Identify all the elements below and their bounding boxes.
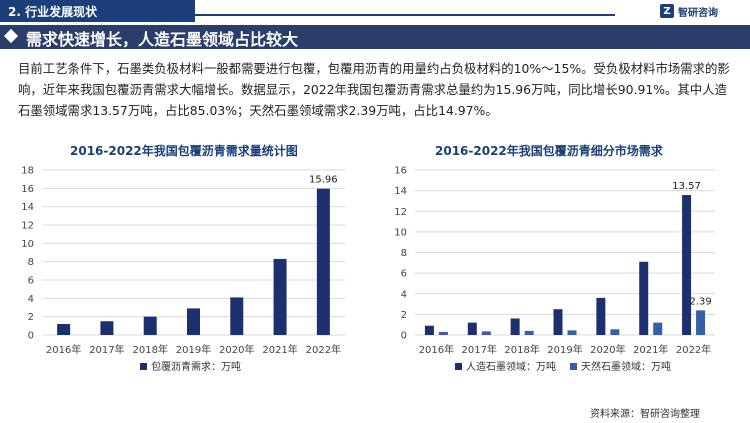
chart1-data-label: 15.96 xyxy=(309,175,338,186)
chart2-data-label: 13.57 xyxy=(672,181,701,192)
headline-banner: 需求快速增长，人造石墨领域占比较大 xyxy=(0,25,750,49)
chart1-ytick-label: 6 xyxy=(28,276,34,287)
chart2-ytick-label: 12 xyxy=(394,207,407,218)
chart2-bar xyxy=(596,297,606,335)
chart2-legend-label: 天然石墨领域：万吨 xyxy=(581,360,671,373)
chart1-bar xyxy=(187,308,200,335)
headline-text: 需求快速增长，人造石墨领域占比较大 xyxy=(26,30,299,49)
chart1-legend-label: 包覆沥青需求：万吨 xyxy=(151,360,241,373)
chart2-legend-label: 人造石墨领域：万吨 xyxy=(466,360,556,373)
section-header: 2. 行业发展现状 Z 智研咨询 xyxy=(0,0,750,22)
chart1-ytick-label: 10 xyxy=(21,239,34,250)
section-title: 2. 行业发展现状 xyxy=(8,5,98,19)
chart2-bar xyxy=(567,330,577,335)
chart2-xtick-label: 2021年 xyxy=(633,343,668,356)
chart2-xtick-label: 2019年 xyxy=(547,343,582,356)
chart2-bar xyxy=(438,331,448,335)
chart1-ytick-label: 8 xyxy=(28,257,34,268)
chart2-ytick-label: 8 xyxy=(401,248,407,259)
description-paragraph: 目前工艺条件下，石墨类负极材料一般都需要进行包覆，包覆用沥青的用量约占负极材料的… xyxy=(18,61,730,118)
chart1-title: 2016-2022年我国包覆沥青需求量统计图 xyxy=(70,144,298,158)
diamond-icon xyxy=(3,28,19,44)
chart2-bar xyxy=(610,329,620,335)
chart2-title: 2016-2022年我国包覆沥青细分市场需求 xyxy=(435,144,663,158)
chart1-xtick-label: 2018年 xyxy=(132,343,167,356)
chart2-bar xyxy=(553,309,563,335)
chart1-ytick-label: 0 xyxy=(28,331,34,342)
chart2-ytick-label: 16 xyxy=(394,166,407,177)
chart1-legend-swatch xyxy=(140,363,147,370)
chart2-ytick-label: 14 xyxy=(394,186,407,197)
chart2-legend-swatch xyxy=(455,363,462,370)
chart2-bar xyxy=(682,195,692,335)
chart1-xtick-label: 2017年 xyxy=(89,343,124,356)
chart2-bar xyxy=(639,261,649,335)
chart2-legend-swatch xyxy=(570,363,577,370)
chart1-xtick-label: 2021年 xyxy=(262,343,297,356)
chart1-ytick-label: 4 xyxy=(28,294,34,305)
chart1-ytick-label: 12 xyxy=(21,221,34,232)
chart2-bar xyxy=(424,325,434,335)
source-note: 资料来源：智研咨询整理 xyxy=(590,409,700,420)
chart1-bar xyxy=(57,324,71,335)
chart1-ytick-label: 14 xyxy=(21,202,34,213)
logo-text: 智研咨询 xyxy=(678,7,718,19)
chart2-xtick-label: 2022年 xyxy=(676,343,711,356)
chart2-bar xyxy=(481,331,491,335)
chart2-ytick-label: 10 xyxy=(394,227,407,238)
chart1-demand-total: 0 2 4 6 8 10 12 14 16 18 2016年 2017年 2018年 2019年 2020年… xyxy=(21,166,345,373)
chart2-ytick-label: 6 xyxy=(401,269,407,280)
chart2-data-label: 2.39 xyxy=(689,296,711,307)
chart2-bar xyxy=(524,330,534,335)
section-header-bar xyxy=(0,0,195,22)
chart1-bar xyxy=(230,297,244,335)
chart2-segment-demand: 0 2 4 6 8 10 12 14 16 2016年 2017年 2018年 2019年 2020年 20… xyxy=(394,166,715,373)
chart2-ytick-label: 2 xyxy=(401,310,407,321)
header-divider xyxy=(195,14,615,16)
chart2-xtick-label: 2018年 xyxy=(504,343,539,356)
chart2-ytick-label: 0 xyxy=(401,331,407,342)
chart2-bar xyxy=(653,322,663,335)
brand-logo: Z 智研咨询 xyxy=(660,3,718,19)
chart1-ytick-label: 2 xyxy=(28,312,34,323)
chart2-xtick-label: 2020年 xyxy=(590,343,625,356)
chart2-bar xyxy=(510,318,520,335)
chart2-bar xyxy=(696,310,706,335)
chart1-xtick-label: 2019年 xyxy=(176,343,211,356)
chart1-bar xyxy=(273,258,287,335)
chart1-bar xyxy=(143,316,157,335)
chart2-xtick-label: 2017年 xyxy=(462,343,497,356)
chart1-bar xyxy=(316,188,330,335)
chart1-bar xyxy=(100,321,114,335)
logo-icon: Z xyxy=(660,4,674,18)
chart2-bar xyxy=(467,322,477,335)
chart2-ytick-label: 4 xyxy=(401,289,407,300)
chart1-ytick-label: 18 xyxy=(21,166,34,177)
chart1-xtick-label: 2022年 xyxy=(306,343,341,356)
chart1-ytick-label: 16 xyxy=(21,184,34,195)
chart2-xtick-label: 2016年 xyxy=(419,343,454,356)
chart1-xtick-label: 2020年 xyxy=(219,343,254,356)
chart1-xtick-label: 2016年 xyxy=(46,343,81,356)
